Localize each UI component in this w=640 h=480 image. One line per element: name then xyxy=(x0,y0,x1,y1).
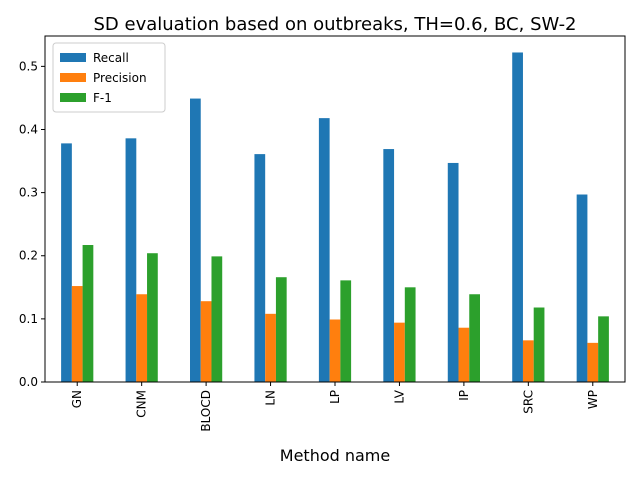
legend-swatch-precision xyxy=(60,73,86,82)
y-tick-label: 0.1 xyxy=(19,312,38,326)
x-tick-label: LN xyxy=(264,390,278,406)
x-tick-label: GN xyxy=(70,390,84,408)
legend-label-precision: Precision xyxy=(93,71,147,85)
bar-recall-src xyxy=(512,52,523,382)
bar-recall-blocd xyxy=(190,98,201,382)
x-axis-label: Method name xyxy=(280,446,390,465)
x-tick-label: SRC xyxy=(521,390,535,414)
x-axis-ticks: GN CNM BLOCD LN LP LV IP SRC WP xyxy=(70,382,600,432)
chart-title: SD evaluation based on outbreaks, TH=0.6… xyxy=(93,14,576,35)
y-tick-label: 0.2 xyxy=(19,249,38,263)
x-tick-label: LP xyxy=(328,390,342,404)
legend: Recall Precision F-1 xyxy=(52,42,166,113)
bar-f-1-gn xyxy=(82,245,94,382)
bar-recall-ln xyxy=(254,154,266,382)
bar-recall-wp xyxy=(576,194,588,382)
bar-recall-lp xyxy=(318,118,330,382)
bar-recall-cnm xyxy=(125,138,137,382)
x-tick-label: LV xyxy=(392,389,406,403)
legend-swatch-f-1 xyxy=(60,93,86,102)
x-tick-label: IP xyxy=(457,390,471,401)
legend-swatch-recall xyxy=(60,53,86,62)
bar-precision-ln xyxy=(265,313,276,382)
x-tick-label: CNM xyxy=(135,390,149,418)
bar-f-1-wp xyxy=(598,316,609,382)
bar-f-1-cnm xyxy=(147,253,158,382)
bar-f-1-lv xyxy=(404,287,416,382)
x-tick-label: WP xyxy=(586,390,600,409)
bar-f-1-blocd xyxy=(211,256,223,382)
bar-recall-lv xyxy=(383,149,395,382)
legend-label-recall: Recall xyxy=(93,51,129,65)
bar-precision-lv xyxy=(394,322,405,382)
bar-precision-gn xyxy=(71,286,83,382)
bar-recall-gn xyxy=(61,143,72,382)
bar-f-1-src xyxy=(533,307,545,382)
bar-f-1-ln xyxy=(275,277,287,382)
y-tick-label: 0.0 xyxy=(19,375,38,389)
bar-precision-src xyxy=(522,340,534,382)
plot-frame xyxy=(44,35,626,383)
y-axis-ticks: 0.0 0.1 0.2 0.3 0.4 0.5 xyxy=(19,59,45,389)
legend-label-f-1: F-1 xyxy=(93,91,112,105)
bar-precision-ip xyxy=(458,327,470,382)
y-tick-label: 0.5 xyxy=(19,59,38,73)
y-tick-label: 0.3 xyxy=(19,186,38,200)
bar-precision-wp xyxy=(587,342,599,382)
y-tick-label: 0.4 xyxy=(19,122,38,136)
bar-f-1-lp xyxy=(340,280,352,382)
bar-precision-blocd xyxy=(200,301,212,382)
bar-precision-lp xyxy=(329,319,341,382)
bar-f-1-ip xyxy=(469,294,480,382)
x-tick-label: BLOCD xyxy=(199,390,213,432)
plot-area xyxy=(61,52,609,382)
bar-precision-cnm xyxy=(136,294,148,382)
bar-recall-ip xyxy=(447,162,459,382)
